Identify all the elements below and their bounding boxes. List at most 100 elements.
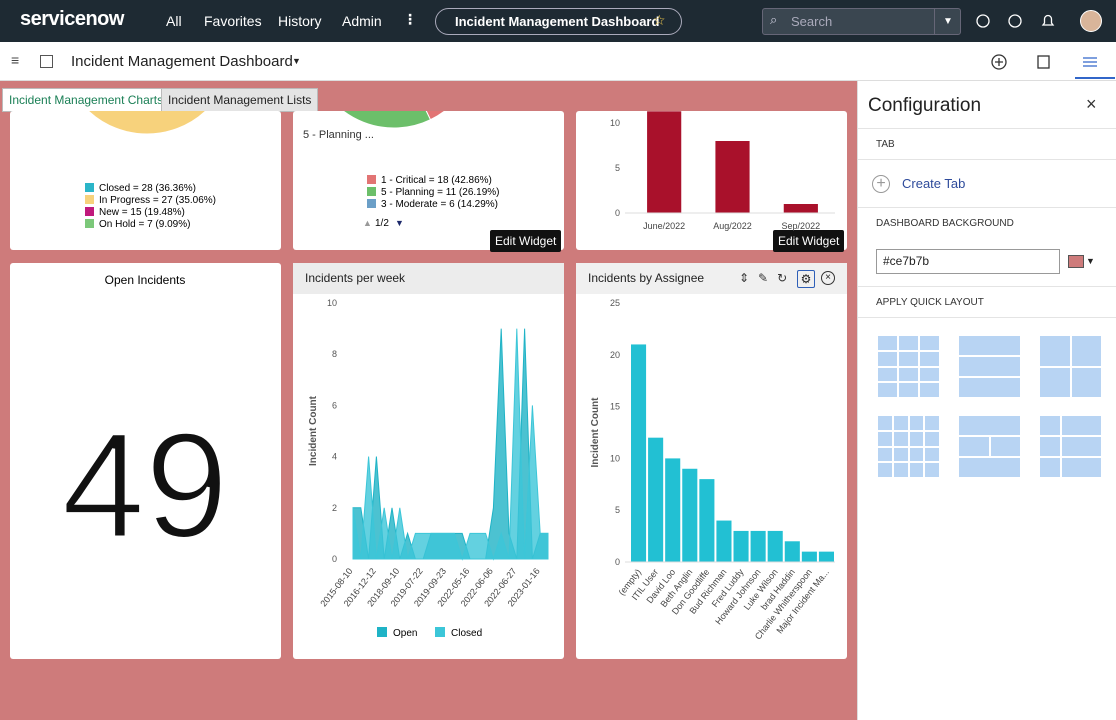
remove-widget-button[interactable]: × [821, 271, 835, 285]
grid-icon[interactable] [40, 55, 53, 68]
dashboard-pill[interactable]: Incident Management Dashboard ☆ [435, 8, 682, 35]
layout-option[interactable] [959, 336, 1020, 397]
bell-icon[interactable] [1041, 14, 1055, 26]
tab[interactable]: Incident Management Lists [161, 88, 319, 112]
layout-cell [920, 367, 939, 382]
dashboard-canvas: Incident Management Charts Incident Mana… [0, 81, 857, 720]
layout-cell [1071, 367, 1101, 397]
layout-cell [878, 463, 892, 477]
layout-cell [893, 463, 908, 477]
menu-icon[interactable]: ≡ [11, 52, 20, 68]
widget-card[interactable]: Incidents per week [293, 263, 564, 659]
layout-cell [1040, 367, 1070, 397]
close-button[interactable]: × [1086, 94, 1097, 114]
layout-cell [893, 431, 908, 446]
more-menu[interactable]: ⋮ [403, 11, 417, 27]
nav-item[interactable]: All [166, 13, 182, 29]
sub-header: ≡ Incident Management Dashboard ▼ [0, 42, 1116, 81]
tooltip: Edit Widget [490, 230, 562, 252]
layout-cell [909, 463, 924, 477]
layout-cell [920, 351, 939, 366]
nav-item[interactable]: Admin [342, 13, 382, 29]
layout-cell [1040, 416, 1060, 435]
layout-cell [878, 367, 897, 382]
search-placeholder: Search [791, 14, 833, 29]
search-scope[interactable]: ▼ [934, 9, 961, 34]
widget-title: Incidents by Assignee [576, 263, 847, 294]
create-tab-link[interactable]: Create Tab [902, 176, 966, 191]
layout-option[interactable] [878, 336, 939, 397]
layout-cell [959, 437, 989, 456]
search-icon: ⌕ [770, 12, 778, 27]
nav-item[interactable]: Favorites [204, 13, 262, 29]
layout-cell [899, 351, 918, 366]
layout-cell [893, 416, 908, 430]
add-icon[interactable] [991, 54, 1007, 70]
layout-option[interactable] [1040, 336, 1101, 397]
layout-cell [959, 336, 1020, 355]
nav-item[interactable]: History [278, 13, 322, 29]
layout-cell [899, 336, 918, 350]
widget-card[interactable] [10, 263, 281, 659]
avatar[interactable] [1080, 10, 1102, 32]
layout-cell [909, 431, 924, 446]
section-label: DASHBOARD BACKGROUND [858, 207, 1116, 239]
layout-cell [1061, 437, 1101, 456]
layout-cell [899, 367, 918, 382]
widget-actions[interactable]: ⇕✎↻ [739, 271, 797, 285]
layout-option[interactable] [878, 416, 939, 477]
add-icon-plus [995, 58, 1003, 66]
help-icon[interactable] [1008, 14, 1022, 28]
panel-title: Configuration [868, 95, 982, 116]
layout-cell [920, 336, 939, 350]
layout-cell [878, 351, 897, 366]
favorite-star[interactable]: ☆ [653, 12, 666, 28]
layout-cell [1061, 416, 1101, 435]
widget-card[interactable] [293, 111, 564, 250]
color-swatch[interactable] [1068, 255, 1084, 268]
layout-cell [878, 336, 897, 350]
edit-widget-button[interactable]: ⚙ [797, 270, 815, 288]
share-icon[interactable] [1037, 55, 1050, 69]
layout-cell [909, 447, 924, 462]
layout-cell [1040, 458, 1060, 477]
dashboard-name: Incident Management Dashboard [455, 14, 660, 29]
layout-cell [878, 447, 892, 462]
layout-cell [959, 416, 1020, 435]
layout-option[interactable] [1040, 416, 1101, 477]
settings-icon[interactable] [1083, 57, 1097, 67]
search-box[interactable]: ⌕ Search ▼ [762, 8, 961, 35]
section-label: APPLY QUICK LAYOUT [858, 286, 1116, 318]
layout-cell [1040, 437, 1060, 456]
top-bar: servicenow All Favorites History Admin ⋮… [0, 0, 1116, 42]
widget-card[interactable] [10, 111, 281, 250]
create-tab-icon[interactable]: + [872, 175, 890, 193]
logo[interactable]: servicenow [20, 8, 124, 30]
tab[interactable]: Incident Management Charts [2, 88, 171, 112]
background-input[interactable]: #ce7b7b [876, 249, 1060, 274]
layout-cell [959, 458, 1020, 477]
layout-cell [1061, 458, 1101, 477]
layout-cell [909, 416, 924, 430]
layout-cell [990, 437, 1020, 456]
dashboard-caret[interactable]: ▼ [292, 56, 301, 66]
layout-cell [959, 378, 1020, 397]
layout-cell [878, 416, 892, 430]
layout-option[interactable] [959, 416, 1020, 477]
layout-cell [920, 383, 939, 397]
widget-card[interactable] [576, 111, 847, 250]
color-caret[interactable]: ▼ [1086, 256, 1095, 266]
layout-cell [878, 431, 892, 446]
layout-cell [893, 447, 908, 462]
globe-icon[interactable] [976, 14, 990, 28]
layout-cell [925, 463, 939, 477]
header-icons [976, 14, 1055, 28]
layout-cell [959, 357, 1020, 376]
layout-cell [899, 383, 918, 397]
layout-cell [1040, 336, 1070, 366]
widget-card[interactable]: Incidents by Assignee ⇕✎↻ ⚙ × [576, 263, 847, 659]
configuration-panel: Configuration × TAB + Create Tab DASHBOA… [857, 81, 1116, 720]
layout-cell [925, 447, 939, 462]
dashboard-title: Incident Management Dashboard [71, 53, 293, 70]
